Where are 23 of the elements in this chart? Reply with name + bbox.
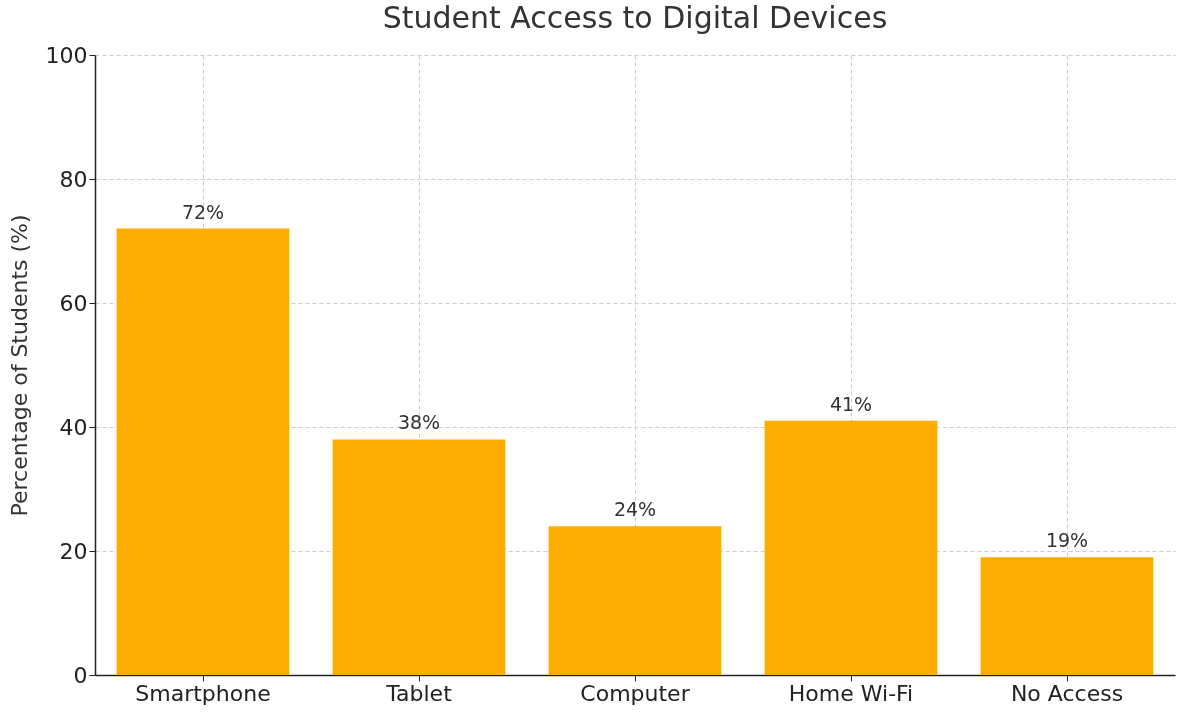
data-label: 19% xyxy=(1045,529,1089,552)
data-label: 38% xyxy=(397,411,441,434)
bar xyxy=(764,420,938,675)
y-tick-label: 0 xyxy=(73,662,88,688)
y-tick-label: 20 xyxy=(59,538,88,564)
x-tick-label: Smartphone xyxy=(135,680,271,706)
y-tick-label: 80 xyxy=(59,166,88,192)
data-label: 41% xyxy=(829,392,873,415)
x-tick-label: Computer xyxy=(580,680,691,706)
data-label: 24% xyxy=(613,498,657,521)
bar xyxy=(116,228,290,675)
bar xyxy=(980,557,1154,675)
y-tick-label: 60 xyxy=(59,290,88,316)
x-tick-label: Home Wi-Fi xyxy=(788,680,914,706)
chart-title: Student Access to Digital Devices xyxy=(382,0,888,35)
x-tick-label: No Access xyxy=(1010,680,1124,706)
bar xyxy=(548,526,722,675)
y-tick-label: 40 xyxy=(59,414,88,440)
x-tick-label: Tablet xyxy=(385,680,453,706)
bar xyxy=(332,439,506,675)
y-axis-title: Percentage of Students (%) xyxy=(6,214,32,517)
data-label: 72% xyxy=(181,200,225,223)
y-tick-label: 100 xyxy=(45,42,88,68)
